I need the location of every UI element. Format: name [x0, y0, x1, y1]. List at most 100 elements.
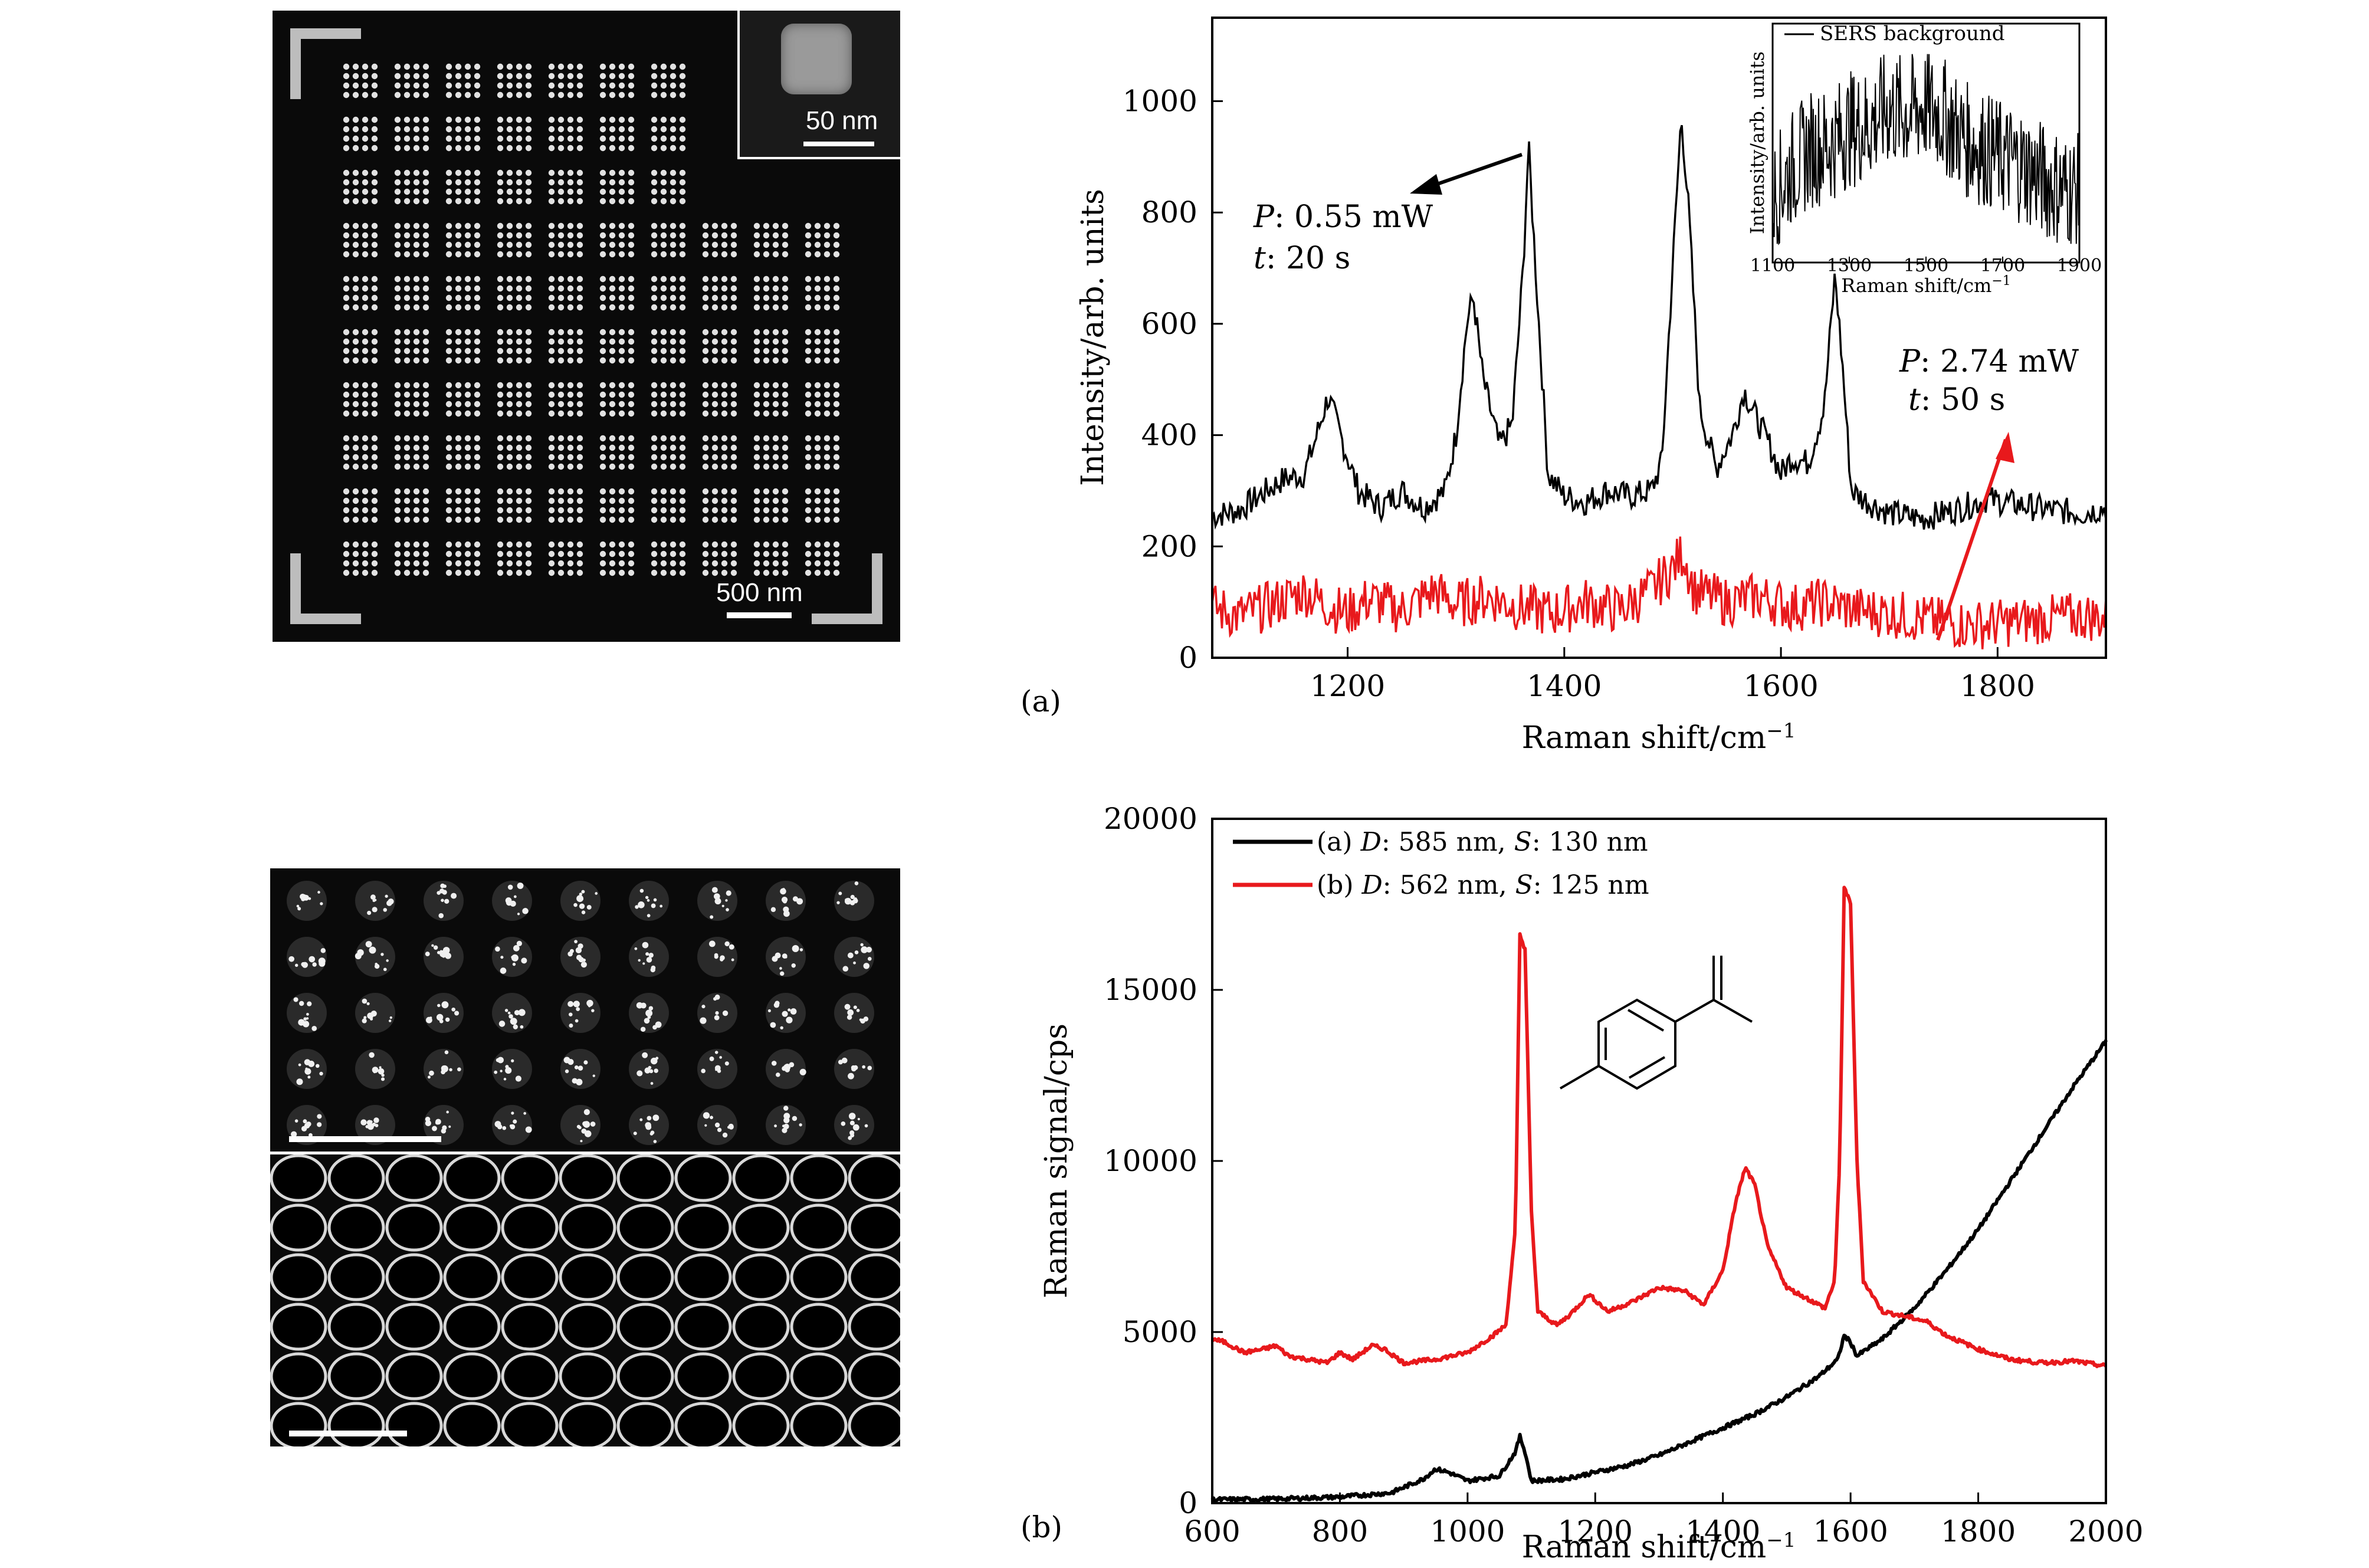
nanodot — [730, 222, 737, 229]
chart-a-x-tick-label: 1800 — [1960, 669, 2035, 703]
nanodot — [352, 435, 359, 442]
particle — [435, 1120, 439, 1125]
nanodot — [670, 444, 677, 451]
particle-cluster — [560, 993, 601, 1033]
nanodot — [548, 516, 555, 523]
nanodot — [352, 541, 359, 548]
nanodot — [651, 507, 658, 514]
inset-scale-label: 50 nm — [806, 106, 878, 135]
nanodot — [455, 275, 462, 283]
nanodot — [576, 169, 583, 176]
nanodot — [651, 435, 658, 442]
nanodot — [670, 126, 677, 133]
nanodot — [352, 550, 359, 557]
particle — [512, 962, 516, 966]
nanodot — [702, 463, 709, 470]
nanodot — [772, 401, 779, 408]
hole — [327, 1203, 385, 1252]
nanodot — [474, 91, 481, 99]
nanodot — [651, 382, 658, 389]
hole — [385, 1154, 443, 1202]
particle — [522, 908, 529, 914]
nanodot — [833, 304, 840, 311]
hole — [790, 1352, 848, 1400]
nanodot — [711, 222, 718, 229]
nanodot — [352, 497, 359, 504]
particle — [363, 1016, 367, 1019]
nanodot — [371, 382, 378, 389]
nanodot — [599, 329, 606, 336]
nanodot — [730, 516, 737, 523]
nanodot — [576, 63, 583, 70]
nanodot — [413, 82, 420, 89]
nanodot — [548, 507, 555, 514]
nanodot — [730, 401, 737, 408]
nanodot — [679, 63, 686, 70]
nanodot — [497, 135, 504, 142]
nanodot — [782, 338, 789, 345]
nanodot — [753, 232, 760, 239]
nanodot — [567, 169, 574, 176]
nanodot — [753, 275, 760, 283]
particle — [578, 957, 584, 963]
nanodot — [557, 63, 565, 70]
nanodot — [413, 338, 420, 345]
particle — [294, 963, 298, 967]
nanodot — [352, 198, 359, 205]
hole — [559, 1203, 616, 1252]
nanodot — [455, 454, 462, 461]
nanodot — [567, 410, 574, 417]
nanodot — [352, 179, 359, 186]
particle — [311, 1026, 317, 1031]
nanodot — [823, 516, 831, 523]
nanodot — [371, 541, 378, 548]
nanodot — [782, 410, 789, 417]
nanodot — [814, 357, 821, 364]
nanodot — [576, 145, 583, 152]
nanodot — [422, 357, 429, 364]
nanodot — [576, 82, 583, 89]
nanodot — [609, 560, 616, 567]
nanodot — [753, 560, 760, 567]
nanodot — [455, 241, 462, 248]
nanodot — [422, 285, 429, 292]
nanodot — [772, 275, 779, 283]
nanodot — [753, 488, 760, 495]
particle — [520, 1025, 524, 1029]
nanodot — [343, 232, 350, 239]
nanodot — [805, 569, 812, 576]
nanodot — [548, 497, 555, 504]
nanodot — [782, 357, 789, 364]
nanodot — [525, 116, 532, 123]
nanodot — [599, 357, 606, 364]
nanodot — [628, 382, 635, 389]
nanodot — [805, 463, 812, 470]
particle — [847, 1009, 854, 1016]
nanodot — [814, 516, 821, 523]
nanodot — [599, 507, 606, 514]
nanodot — [403, 497, 411, 504]
chart-a-series-red — [1211, 536, 2107, 649]
nanodot — [679, 126, 686, 133]
nanodot — [343, 497, 350, 504]
nanodot — [445, 347, 452, 355]
chart-a-y-tick-label: 600 — [1141, 307, 1197, 341]
nanodot — [506, 435, 513, 442]
nanodot — [814, 454, 821, 461]
nanodot — [474, 179, 481, 186]
nanodot — [422, 126, 429, 133]
hole — [327, 1303, 385, 1351]
nanodot — [670, 560, 677, 567]
particle-cluster — [834, 937, 874, 977]
nanodot — [628, 444, 635, 451]
chart-a-inset: SERS background 1100 1300 1500 1700 1900 Ram… — [1746, 22, 2102, 297]
hole — [385, 1402, 443, 1450]
nanodot — [506, 454, 513, 461]
nanodot — [660, 497, 667, 504]
particle — [372, 1067, 379, 1073]
chart-a-x-ticks: 1200 1400 1600 1800 — [1310, 647, 2035, 703]
chart-b-x-tick-label: 2000 — [2068, 1514, 2143, 1549]
nanodot — [548, 145, 555, 152]
nanodot — [343, 488, 350, 495]
nanodot — [670, 410, 677, 417]
